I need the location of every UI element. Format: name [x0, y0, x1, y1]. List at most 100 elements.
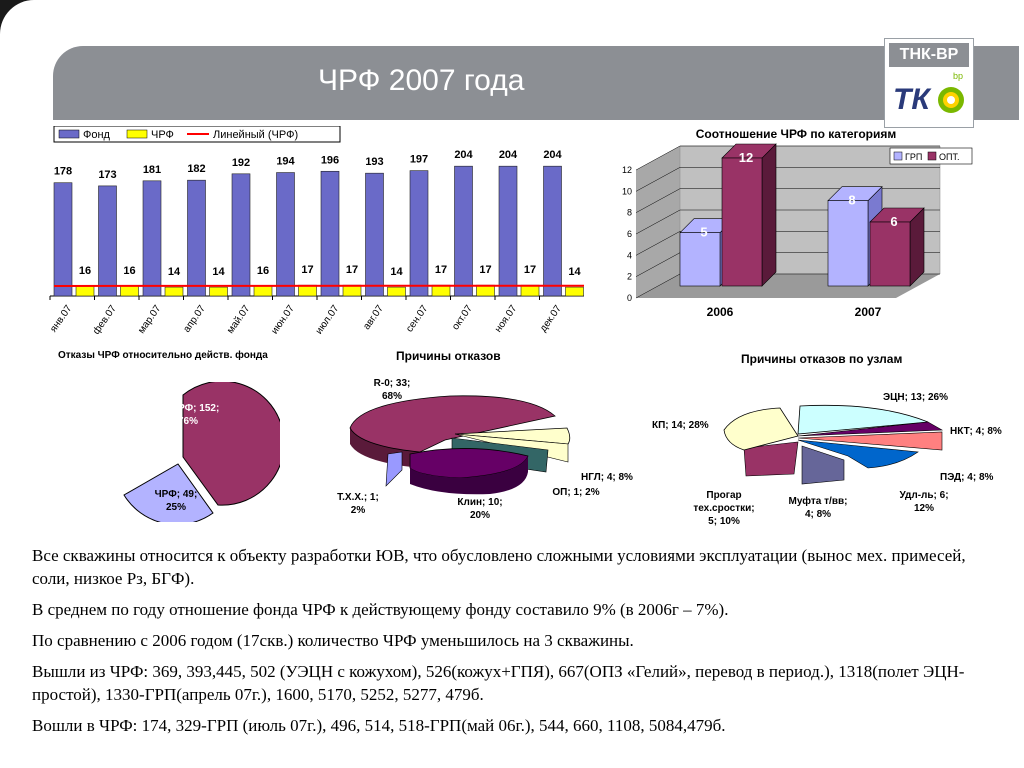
paragraph: Вошли в ЧРФ: 174, 329-ГРП (июль 07г.), 4…	[32, 716, 726, 735]
legend-grp: ГРП	[905, 152, 922, 162]
x-tick-label: май.07	[225, 303, 253, 336]
legend-trend: Линейный (ЧРФ)	[213, 129, 298, 141]
legend-swatch-grp	[893, 151, 903, 161]
label-fond: 196	[321, 154, 339, 166]
pie-side-klin	[410, 456, 528, 495]
pie-chart-fond: не ЧРФ; 152; 76% ЧРФ; 49; 25%	[123, 382, 280, 522]
label-fond: 204	[499, 149, 518, 161]
grid-line	[635, 252, 681, 277]
pie-label-txx: Т.Х.Х.; 1;	[337, 492, 379, 503]
label-fond: 181	[143, 164, 161, 176]
bar-value-label: 5	[700, 225, 707, 240]
x-tick-label: дек.07	[538, 303, 564, 334]
pie-pct-txx: 2%	[351, 505, 366, 516]
pie-label-nkt: НКТ; 4; 8%	[950, 426, 1002, 437]
bar-fond	[187, 179, 206, 297]
pie3-title: Причины отказов по узлам	[741, 352, 903, 366]
pie-label-mufta: Муфта т/вв;	[789, 495, 848, 507]
y-tick-label: 6	[627, 229, 632, 239]
y-tick-label: 4	[627, 250, 632, 260]
grid-line	[635, 167, 681, 192]
bar-chrf	[431, 284, 451, 297]
pie-slice-ped	[797, 431, 943, 451]
pie-slice-txx	[385, 451, 403, 487]
grid-line	[635, 145, 681, 171]
x-tick-label: окт.07	[450, 303, 475, 332]
bar-chrf	[476, 284, 495, 297]
pie-slice-ne-chrf	[182, 382, 280, 506]
x-tick-label: июн.07	[269, 303, 297, 336]
label-fond: 178	[54, 166, 72, 178]
label-chrf: 14	[390, 266, 403, 278]
bar-ГРП	[827, 200, 869, 287]
paragraph: По сравнению с 2006 годом (17скв.) колич…	[32, 631, 634, 650]
label-chrf: 17	[524, 264, 536, 276]
pie-slice-chrf	[123, 463, 214, 522]
pie-label-ped: ПЭД; 4; 8%	[940, 472, 994, 483]
pie-label-klin: Клин; 10;	[457, 497, 502, 508]
bar-chrf	[253, 285, 273, 297]
pie-chart-nodes: ЭЦН; 13; 26% НКТ; 4; 8% ПЭД; 4; 8% Удл-л…	[652, 392, 1002, 527]
grid-line	[635, 273, 681, 299]
x-tick-label: янв.07	[48, 303, 75, 334]
category-bar-chart: Соотношение ЧРФ по категориям 0 2 4 6 8 10 12 5…	[622, 127, 973, 319]
label-chrf: 16	[79, 265, 91, 277]
pie-pct-udl: 12%	[914, 503, 934, 514]
label-chrf: 17	[435, 264, 447, 276]
svg-text:ТК: ТК	[893, 83, 932, 116]
bar-value-label: 8	[848, 193, 855, 208]
bar-fond	[320, 170, 340, 297]
pie-label-chrf: ЧРФ; 49;	[155, 489, 198, 500]
y-tick-label: 8	[627, 208, 632, 218]
pie-label-ecn: ЭЦН; 13; 26%	[883, 392, 948, 403]
x-tick-label: сен.07	[404, 303, 430, 334]
label-chrf: 17	[346, 264, 358, 276]
bar-chrf	[75, 285, 95, 297]
pie-slice-klin	[409, 448, 529, 479]
legend-fond: Фонд	[83, 129, 111, 141]
x-tick-label: июл.07	[314, 303, 342, 336]
pie-label-ne-chrf: не ЧРФ; 152;	[157, 403, 220, 414]
y-tick-label: 0	[627, 293, 632, 303]
chart-title: Соотношение ЧРФ по категориям	[696, 127, 897, 141]
bar-fond	[53, 182, 73, 297]
label-fond: 197	[410, 154, 428, 166]
grid-line	[635, 209, 681, 235]
label-fond: 193	[365, 156, 383, 168]
pie-label-ngl: НГЛ; 4; 8%	[581, 472, 633, 483]
pie-slice-udl	[797, 439, 919, 469]
bar-chrf	[209, 286, 228, 297]
pie-slice-mufta	[801, 445, 845, 485]
bar-fond	[142, 180, 162, 297]
label-chrf: 16	[257, 265, 269, 277]
body-text: Все скважины относится к объекту разрабо…	[32, 544, 992, 745]
pie-chart-reasons: R-0; 33; 68% НГЛ; 4; 8% ОП; 1; 2% Клин; …	[337, 378, 633, 521]
bar-fond	[454, 165, 473, 297]
y-tick-label: 2	[627, 272, 632, 282]
pie-slice-nkt	[797, 421, 944, 437]
pie2-title: Причины отказов	[396, 349, 501, 363]
label-chrf: 14	[168, 266, 181, 278]
legend-chrf: ЧРФ	[151, 129, 174, 141]
pie-pct-r0: 68%	[382, 391, 402, 402]
legend-swatch-fond	[58, 129, 80, 139]
pie-slice-r0	[349, 395, 556, 453]
legend-swatch-chrf	[126, 129, 148, 139]
label-chrf: 17	[301, 264, 313, 276]
pie-slice-ecn	[797, 404, 929, 435]
grid-line	[635, 231, 681, 256]
bar-fond	[365, 172, 384, 297]
bar-chrf	[164, 286, 184, 297]
x-tick-label: 2006	[707, 305, 734, 319]
x-tick-label: фев.07	[90, 302, 119, 336]
bar-chrf	[387, 286, 406, 297]
logo-mark-icon: ТК bp	[893, 71, 964, 116]
title-bar	[53, 46, 1019, 120]
bar-chrf	[520, 284, 540, 297]
bar-side	[761, 143, 777, 287]
pie-pct-ne-chrf: 76%	[178, 416, 198, 427]
legend: ГРП ОПТ.	[889, 147, 973, 165]
bar-fond	[543, 165, 562, 297]
label-fond: 194	[276, 156, 295, 168]
